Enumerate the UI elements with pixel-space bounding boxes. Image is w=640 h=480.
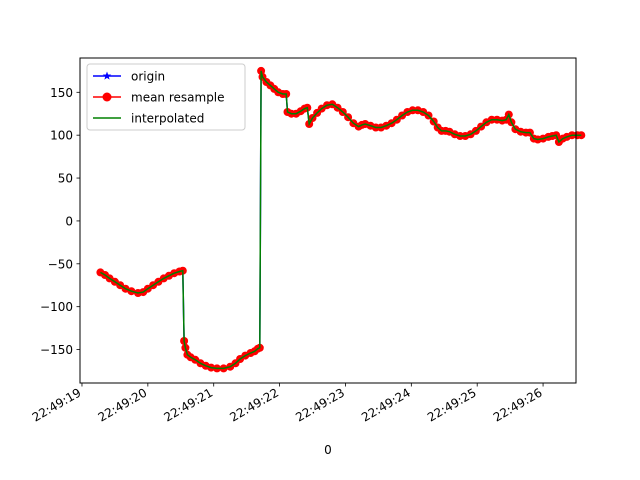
y-tick-label: −50 bbox=[48, 257, 73, 271]
y-tick-label: −100 bbox=[40, 300, 73, 314]
legend: origin mean resample interpolated bbox=[86, 63, 246, 131]
y-tick-label: 50 bbox=[58, 172, 73, 186]
x-tick-label: 22:49:22 bbox=[227, 385, 281, 424]
plot-area bbox=[96, 66, 586, 373]
legend-label: interpolated bbox=[131, 112, 204, 126]
x-tick-label: 22:49:26 bbox=[491, 385, 545, 424]
x-tick-label: 22:49:25 bbox=[425, 385, 479, 424]
legend-box bbox=[86, 63, 246, 131]
y-tick-label: −150 bbox=[40, 343, 73, 357]
y-tick-label: 100 bbox=[50, 129, 73, 143]
legend-label: origin bbox=[131, 70, 165, 84]
x-tick-label: 22:49:20 bbox=[96, 385, 150, 424]
x-axis-label: 0 bbox=[324, 443, 332, 457]
x-tick-label: 22:49:19 bbox=[30, 385, 84, 424]
x-tick-label: 22:49:24 bbox=[359, 385, 413, 424]
y-tick-label: 0 bbox=[65, 214, 73, 228]
y-tick-label: 150 bbox=[50, 86, 73, 100]
x-tick-label: 22:49:23 bbox=[293, 385, 347, 424]
axes-frame bbox=[79, 57, 577, 384]
legend-marker-circle bbox=[102, 92, 112, 102]
series-line-interpolated bbox=[100, 70, 582, 370]
legend-marker-star bbox=[102, 71, 112, 80]
x-tick-label: 22:49:21 bbox=[162, 385, 216, 424]
legend-label: mean resample bbox=[131, 91, 225, 105]
